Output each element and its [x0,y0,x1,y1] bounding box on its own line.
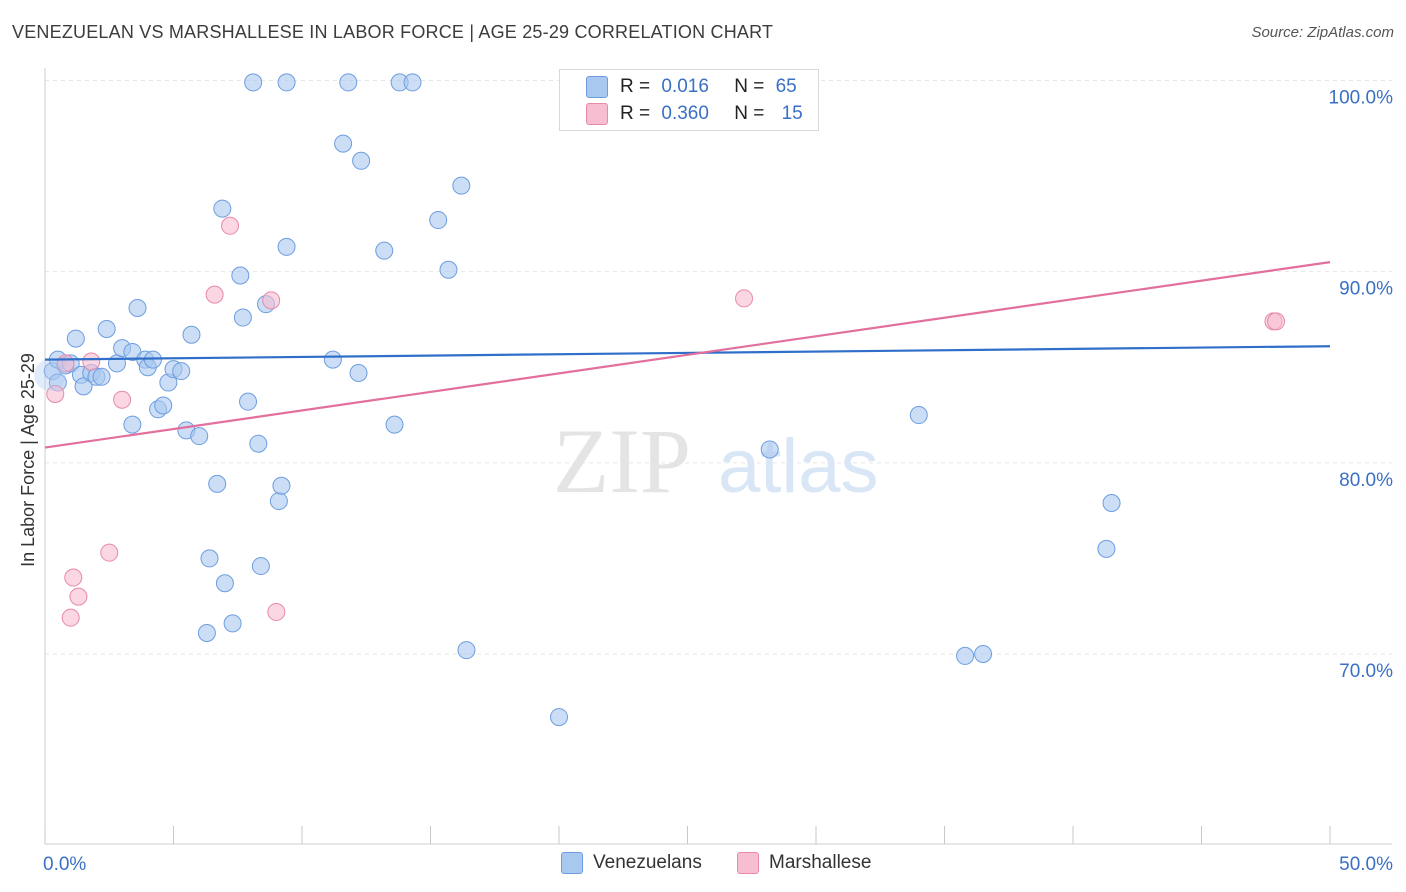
marshallese-point [262,291,281,310]
venezuelan-point [352,151,371,170]
venezuelan-point [323,350,342,369]
venezuelan-point [213,199,232,218]
grid-layer [45,80,1392,655]
venezuelan-point [339,73,358,92]
venezuelan-point [974,645,993,663]
marshallese-point [1267,312,1286,331]
marshallese-point [69,587,88,606]
venezuelan-point [128,298,147,317]
series-swatch-marshallese [737,852,759,874]
venezuelan-point [403,73,422,92]
venezuelan-point [439,260,458,279]
source-label: Source: ZipAtlas.com [1251,24,1394,41]
venezuelan-point [182,325,201,344]
venezuelan-point [107,354,126,373]
marshallese-point [46,385,65,404]
legend-n-label: N = [734,76,765,97]
venezuelan-point [223,614,242,633]
marshallese-trend-line [44,261,1331,449]
venezuelan-cluster-point [34,358,67,391]
venezuelan-point [215,574,234,593]
marshallese-point [82,352,101,371]
watermark-atlas: atlas [718,424,879,509]
marshallese-point [113,390,132,409]
venezuelan-point [123,415,142,434]
watermark-zip: ZIP [553,410,691,512]
venezuelan-point [231,266,250,285]
legend-r-value: 0.360 [661,103,709,124]
y-tick-label: 80.0% [1339,470,1393,491]
marshallese-point [64,568,83,587]
venezuelan-point [172,362,191,381]
marshallese-point [221,216,240,235]
marshallese-point [100,543,119,562]
venezuelan-point [208,474,227,493]
series-label-venezuelans: Venezuelans [593,852,702,873]
correlation-legend: R = 0.016 N = 65 R = 0.360 N = 15 [559,69,819,131]
venezuelan-point [239,392,258,411]
trend-layer [44,261,1331,449]
venezuelan-point [249,434,268,453]
venezuelan-point [334,134,353,153]
venezuelan-point [385,415,404,434]
x-tick-label: 50.0% [1339,854,1393,875]
venezuelan-point [550,708,568,727]
venezuelan-point [66,329,85,348]
venezuelan-point [1097,539,1116,558]
marshallese-point [267,602,286,621]
legend-r-label: R = [620,76,651,97]
marshallese-point [205,285,224,304]
legend-r-value: 0.016 [661,76,709,97]
venezuelan-point [760,440,779,459]
venezuelan-point [244,73,263,92]
chart-title: VENEZUELAN VS MARSHALLESE IN LABOR FORCE… [12,22,774,42]
series-legend-marshallese[interactable]: Marshallese [737,852,871,874]
x-tick-label: 0.0% [43,854,86,875]
y-tick-label: 70.0% [1339,661,1393,682]
venezuelan-point [154,396,173,415]
venezuelan-point [375,241,394,260]
legend-n-label: N = [734,103,765,124]
venezuelan-point [457,641,476,660]
axes-layer [44,68,1392,845]
legend-n-value: 65 [775,76,797,97]
venezuelan-point [190,427,209,446]
venezuelan-point [197,623,216,642]
venezuelan-point [200,549,219,568]
venezuelan-point [956,646,975,665]
venezuelan-point [97,320,116,339]
marshallese-point [735,289,754,308]
venezuelan-point [92,367,111,386]
venezuelan-trend-line [44,345,1331,361]
series-legend: Venezuelans Marshallese [0,852,1406,878]
venezuelan-point [74,377,93,396]
y-tick-label: 100.0% [1329,88,1394,109]
legend-n-value: 15 [781,103,803,124]
legend-swatch-marshallese [586,103,608,125]
venezuelan-point [277,237,296,256]
series-legend-venezuelans[interactable]: Venezuelans [561,852,702,874]
points-layer [34,73,1286,727]
y-tick-label: 90.0% [1339,279,1393,300]
marshallese-point [61,608,80,627]
venezuelan-point [452,176,471,195]
venezuelan-point [429,211,448,230]
venezuelan-point [269,492,288,511]
venezuelan-point [1102,493,1121,512]
legend-r-label: R = [620,103,651,124]
watermark: ZIP atlas [553,410,879,512]
y-axis-label: In Labor Force | Age 25-29 [18,353,38,567]
venezuelan-point [277,73,296,92]
venezuelan-point [272,476,291,495]
venezuelan-point [251,557,270,576]
series-label-marshallese: Marshallese [769,852,872,873]
tick-label-layer: 100.0% 90.0% 80.0% 70.0% 0.0% 50.0% In Labor F… [18,88,1393,876]
legend-swatch-venezuelans [586,76,608,98]
venezuelan-point [909,406,928,425]
venezuelan-point [349,363,368,382]
series-swatch-venezuelans [561,852,583,874]
venezuelan-point [233,308,252,327]
